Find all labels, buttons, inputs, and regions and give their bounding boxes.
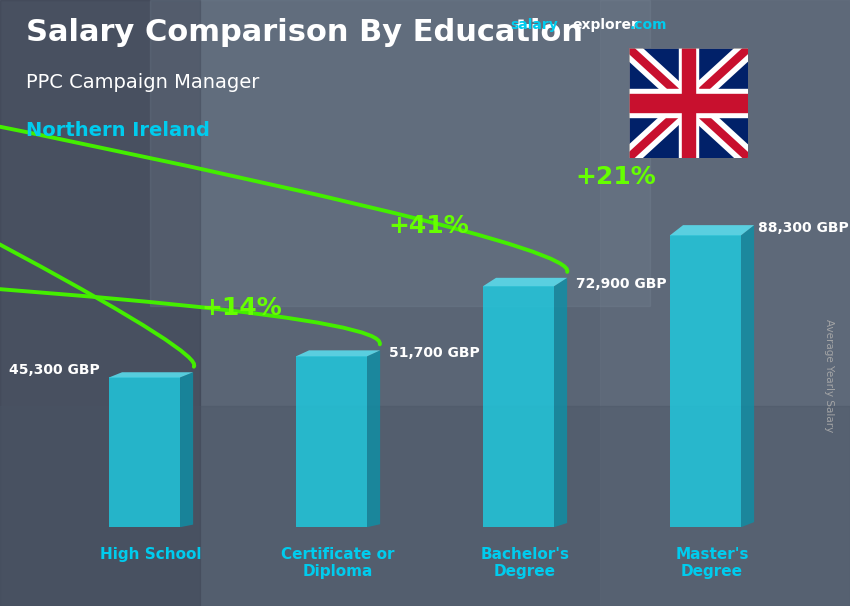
Text: Salary Comparison By Education: Salary Comparison By Education [26, 18, 582, 47]
Polygon shape [109, 378, 180, 527]
Bar [678, 48, 699, 158]
Text: PPC Campaign Manager: PPC Campaign Manager [26, 73, 259, 92]
Polygon shape [670, 235, 741, 527]
Text: Northern Ireland: Northern Ireland [26, 121, 209, 140]
Polygon shape [483, 286, 554, 527]
Polygon shape [296, 350, 380, 356]
Bar [0, 406, 850, 606]
Text: +14%: +14% [201, 296, 281, 321]
Text: .com: .com [630, 18, 667, 32]
Polygon shape [483, 278, 567, 286]
Bar [629, 94, 748, 112]
Text: salary: salary [510, 18, 558, 32]
Text: 51,700 GBP: 51,700 GBP [389, 346, 480, 360]
Polygon shape [180, 372, 193, 527]
Text: explorer: explorer [572, 18, 638, 32]
Bar [600, 0, 850, 606]
Polygon shape [296, 356, 367, 527]
Text: Master's
Degree: Master's Degree [675, 547, 749, 579]
Text: Certificate or
Diploma: Certificate or Diploma [281, 547, 394, 579]
Text: High School: High School [100, 547, 201, 562]
Text: +41%: +41% [388, 214, 468, 238]
Polygon shape [367, 350, 380, 527]
Polygon shape [741, 225, 754, 527]
Bar [150, 0, 650, 306]
Polygon shape [670, 225, 754, 235]
Text: Average Yearly Salary: Average Yearly Salary [824, 319, 834, 432]
Text: Bachelor's
Degree: Bachelor's Degree [480, 547, 570, 579]
Polygon shape [554, 278, 567, 527]
Text: 72,900 GBP: 72,900 GBP [576, 277, 667, 291]
Text: 88,300 GBP: 88,300 GBP [758, 221, 848, 235]
Text: 45,300 GBP: 45,300 GBP [8, 364, 99, 378]
Text: +21%: +21% [575, 165, 655, 189]
Bar [682, 48, 695, 158]
Bar [0, 0, 200, 606]
Polygon shape [109, 372, 193, 378]
Bar [629, 89, 748, 116]
